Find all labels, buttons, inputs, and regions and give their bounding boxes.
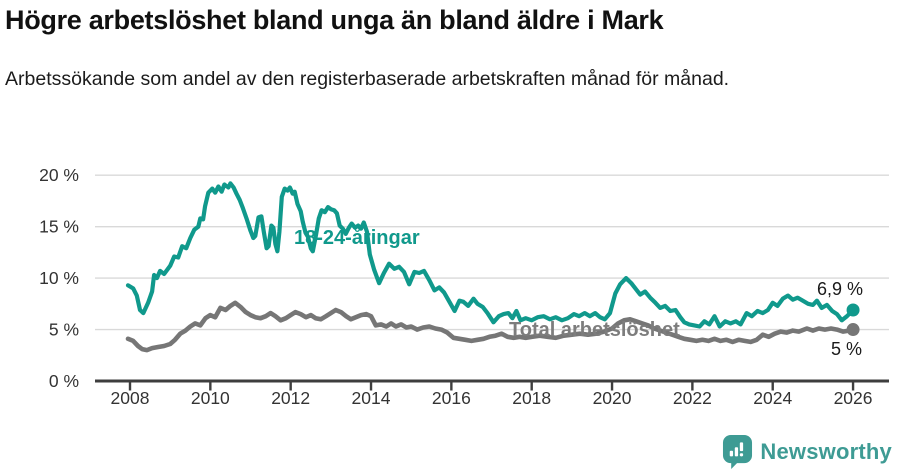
y-axis-tick-label: 20 % <box>39 165 79 185</box>
x-axis-tick-label: 2024 <box>753 388 792 408</box>
x-axis-tick-label: 2026 <box>834 388 873 408</box>
series-line-youth <box>125 181 856 329</box>
x-axis-tick-label: 2020 <box>593 388 632 408</box>
page-title: Högre arbetslöshet bland unga än bland ä… <box>5 5 664 35</box>
series-label-total: Total arbetslöshet <box>509 319 680 341</box>
series-line-total <box>125 300 856 353</box>
x-axis-tick-label: 2012 <box>271 388 310 408</box>
x-axis-tick-label: 2018 <box>512 388 551 408</box>
x-axis-tick-label: 2008 <box>111 388 150 408</box>
end-value-youth: 6,9 % <box>817 279 864 299</box>
x-axis-tick-label: 2016 <box>432 388 471 408</box>
x-axis-tick-label: 2022 <box>673 388 712 408</box>
bar-chart-speech-bubble-icon <box>723 435 753 469</box>
chart-subtitle: Arbetssökande som andel av den registerb… <box>5 68 730 90</box>
newsworthy-wordmark: Newsworthy <box>760 438 892 464</box>
end-dot-youth <box>846 303 860 317</box>
newsworthy-logo[interactable]: Newsworthy <box>722 434 892 469</box>
x-axis-tick-label: 2010 <box>191 388 230 408</box>
end-dot-total <box>846 323 860 337</box>
y-axis-tick-label: 5 % <box>49 320 79 340</box>
series-label-youth: 18-24-åringar <box>294 227 420 249</box>
y-axis-tick-label: 10 % <box>39 268 79 288</box>
y-axis-tick-label: 0 % <box>49 371 79 391</box>
y-axis-tick-label: 15 % <box>39 217 79 237</box>
x-axis-tick-label: 2014 <box>352 388 391 408</box>
end-value-total: 5 % <box>831 339 863 359</box>
